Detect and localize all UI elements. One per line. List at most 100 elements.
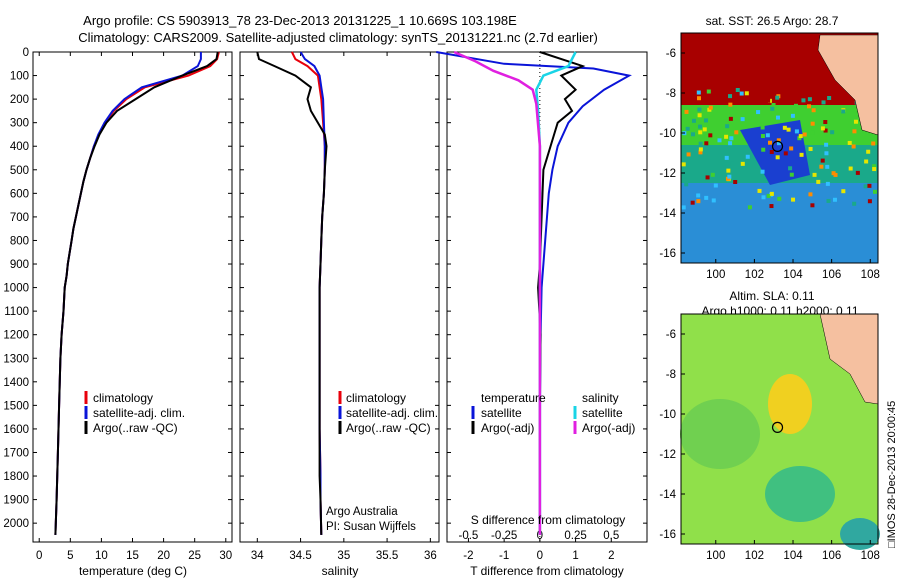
t-diff-tick-label: 2	[608, 550, 614, 562]
lon-tick-label: 106	[822, 269, 841, 281]
difference-panel-frame	[446, 51, 648, 543]
lon-tick-label: 108	[861, 550, 880, 562]
s-diff-tick-label: 0.5	[603, 530, 619, 542]
diff-legend-temp-argo: Argo(-adj)	[481, 421, 534, 435]
sal-legend-climatology: climatology	[346, 391, 406, 405]
lon-tick-label: 104	[783, 550, 803, 562]
pi-note: PI: Susan Wijffels	[326, 521, 416, 533]
s-diff-tick-label: 0	[537, 530, 543, 542]
depth-tick-label: 1400	[3, 377, 29, 389]
temperature-legend: climatology satellite-adj. clim. Argo(..…	[84, 391, 185, 435]
title-line-1: Argo profile: CS 5903913_78 23-Dec-2013 …	[83, 13, 517, 28]
x-tick-label: 35	[337, 550, 350, 562]
temp-legend-argo: Argo(..raw -QC)	[93, 421, 178, 435]
lon-tick-label: 100	[706, 550, 725, 562]
s-diff-tick-label: -0.25	[491, 530, 517, 542]
x-tick-label: 36	[424, 550, 437, 562]
series-line-argo-raw-qc-	[256, 51, 328, 535]
sst-map: 100 102 104 106 108 -6 -8 -10 -12 -14 -16	[659, 32, 880, 281]
x-tick-label: 15	[126, 550, 139, 562]
depth-tick-label: 300	[10, 118, 29, 130]
diff-series-3	[453, 50, 542, 535]
x-tick-label: 25	[188, 550, 201, 562]
depth-tick-label: 1100	[4, 306, 29, 318]
x-tick-label: 34	[251, 550, 264, 562]
t-difference-xlabel: T difference from climatology	[470, 564, 624, 578]
salinity-panel-frame	[239, 51, 440, 543]
sla-map: 100 102 104 106 108 -6 -8 -10 -12 -14 -16	[659, 313, 880, 562]
salinity-legend: climatology satellite-adj. clim. Argo(..…	[338, 391, 438, 435]
map-frame	[680, 313, 879, 545]
lon-tick-label: 104	[783, 269, 803, 281]
depth-tick-label: 1300	[3, 353, 29, 365]
depth-tick-label: 500	[10, 165, 29, 177]
lat-tick-label: -8	[666, 369, 676, 381]
depth-tick-label: 900	[10, 259, 29, 271]
difference-legend: temperature salinity satellite Argo(-adj…	[471, 391, 635, 435]
temperature-panel-frame	[32, 51, 233, 543]
diff-legend-sal-title: salinity	[582, 391, 619, 405]
lat-tick-label: -6	[666, 48, 676, 60]
imos-side-label: □IMOS 28-Dec-2013 20:00:45	[886, 401, 898, 548]
cold-patch	[740, 120, 810, 185]
s-diff-tick-label: -0.5	[459, 530, 479, 542]
lat-tick-label: -14	[659, 208, 676, 220]
diff-legend-temp-title: temperature	[481, 391, 546, 405]
depth-tick-label: 200	[10, 94, 29, 106]
title-line-2: Climatology: CARS2009. Satellite-adjuste…	[78, 30, 598, 45]
lon-tick-label: 108	[861, 269, 880, 281]
t-diff-tick-label: -2	[463, 550, 473, 562]
diff-legend-sal-argo: Argo(-adj)	[582, 421, 635, 435]
depth-tick-label: 0	[23, 47, 29, 59]
sal-legend-argo: Argo(..raw -QC)	[346, 421, 431, 435]
depth-tick-label: 1600	[3, 424, 29, 436]
sal-legend-satellite: satellite-adj. clim.	[346, 406, 438, 420]
depth-axis: 0 100 200 300 400 500 600 700 800 900 1000 1100 1200…	[3, 47, 647, 530]
cool-band	[681, 183, 878, 263]
depth-tick-label: 1000	[3, 283, 29, 295]
x-tick-label: 30	[219, 550, 232, 562]
depth-tick-label: 600	[10, 188, 29, 200]
sst-map-title: sat. SST: 26.5 Argo: 28.7	[706, 14, 839, 28]
float-position-marker	[771, 421, 784, 433]
sla-map-title-1: Altim. SLA: 0.11	[729, 289, 814, 303]
sla-low	[765, 466, 835, 522]
depth-tick-label: 400	[10, 141, 29, 153]
x-tick-label: 5	[67, 550, 73, 562]
difference-plot: -2 -1 0 1 2 -0.5 -0.25 0 0.25 0.5	[436, 50, 632, 562]
x-tick-label: 20	[157, 550, 170, 562]
s-difference-label: S difference from climatology	[471, 513, 626, 527]
lon-tick-label: 102	[745, 550, 764, 562]
lat-tick-label: -16	[659, 248, 676, 260]
depth-tick-label: 1700	[3, 447, 29, 459]
depth-tick-label: 1500	[3, 400, 29, 412]
lat-tick-label: -8	[666, 88, 676, 100]
t-diff-tick-label: 1	[572, 550, 578, 562]
lat-tick-label: -10	[659, 128, 676, 140]
temperature-plot: 0 5 10 15 20 25 30	[36, 51, 232, 562]
sla-high	[768, 374, 812, 434]
t-diff-tick-label: 0	[537, 550, 543, 562]
depth-tick-label: 100	[10, 71, 29, 83]
lat-tick-label: -14	[659, 489, 676, 501]
lon-tick-label: 102	[745, 269, 764, 281]
salinity-xlabel: salinity	[322, 564, 359, 578]
map-frame	[680, 32, 879, 264]
lon-tick-label: 106	[822, 550, 841, 562]
series-line-argo-raw-qc-	[54, 51, 219, 535]
temp-legend-satellite: satellite-adj. clim.	[93, 406, 185, 420]
depth-tick-label: 1900	[3, 495, 29, 507]
depth-tick-label: 1800	[3, 471, 29, 483]
x-tick-label: 34.5	[289, 550, 311, 562]
salinity-plot: 34 34.5 35 35.5 36	[251, 51, 437, 562]
x-tick-label: 0	[36, 550, 42, 562]
diff-legend-sal-satellite: satellite	[582, 406, 623, 420]
diff-legend-temp-satellite: satellite	[481, 406, 522, 420]
diff-series-0	[436, 51, 632, 535]
x-tick-label: 10	[95, 550, 108, 562]
depth-tick-label: 800	[10, 235, 29, 247]
depth-tick-label: 700	[10, 212, 29, 224]
depth-tick-label: 1200	[3, 330, 29, 342]
